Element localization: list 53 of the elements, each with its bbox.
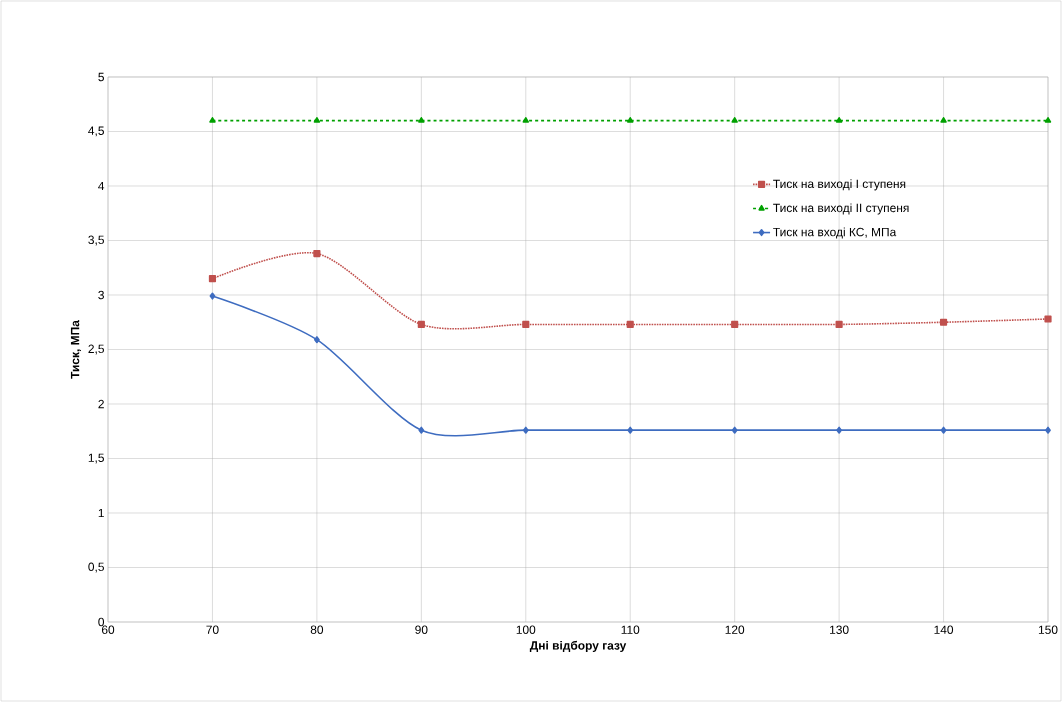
- y-tick-label: 0: [98, 617, 105, 627]
- x-tick-label: 120: [725, 625, 745, 634]
- point: [208, 275, 217, 283]
- point: [313, 249, 321, 258]
- point: [731, 426, 738, 434]
- point: [836, 426, 843, 434]
- point: [835, 320, 843, 329]
- x-tick-label: 80: [310, 625, 324, 634]
- point: [1044, 117, 1052, 123]
- point: [522, 117, 529, 123]
- legend-label: Тиск на виході I ступеня: [773, 179, 906, 191]
- legend-label: Тиск на вході КС, МПа: [773, 227, 897, 239]
- point: [940, 426, 947, 434]
- point: [627, 426, 634, 434]
- y-tick-label: 1: [98, 508, 104, 518]
- y-tick-label: 2: [98, 399, 104, 409]
- legend-label: Тиск на виході II ступеня: [773, 203, 909, 215]
- point: [939, 318, 948, 326]
- y-axis-title: Тиск, МПа: [70, 320, 82, 379]
- y-tick-label: 0,5: [88, 562, 104, 573]
- y-tick-label: 3,5: [88, 235, 104, 246]
- point: [731, 117, 738, 123]
- point: [313, 117, 321, 123]
- x-tick-label: 70: [206, 625, 219, 634]
- point: [1045, 426, 1051, 434]
- x-tick-label: 130: [830, 625, 849, 634]
- point: [940, 117, 947, 123]
- x-tick-label: 60: [101, 625, 115, 634]
- point: [209, 292, 216, 300]
- point: [418, 117, 425, 123]
- point: [209, 117, 216, 123]
- point: [835, 117, 843, 123]
- y-tick-label: 1,5: [88, 453, 104, 464]
- point: [627, 117, 634, 123]
- x-tick-label: 140: [934, 625, 954, 634]
- point: [522, 426, 529, 434]
- x-axis-title: Дні відбору газу: [529, 640, 627, 653]
- x-tick-label: 100: [516, 625, 536, 634]
- point: [731, 320, 739, 329]
- y-tick-label: 2,5: [88, 344, 104, 355]
- point: [522, 320, 530, 329]
- x-tick-label: 110: [621, 625, 640, 634]
- point: [1044, 315, 1052, 323]
- point: [626, 320, 634, 329]
- x-tick-label: 90: [415, 625, 428, 634]
- y-tick-label: 4: [98, 181, 105, 191]
- y-tick-label: 4,5: [88, 126, 104, 137]
- point: [314, 336, 320, 344]
- point: [417, 320, 425, 329]
- point: [418, 426, 425, 434]
- x-tick-label: 150: [1038, 625, 1058, 634]
- y-tick-label: 5: [98, 72, 104, 82]
- y-tick-label: 3: [98, 290, 104, 300]
